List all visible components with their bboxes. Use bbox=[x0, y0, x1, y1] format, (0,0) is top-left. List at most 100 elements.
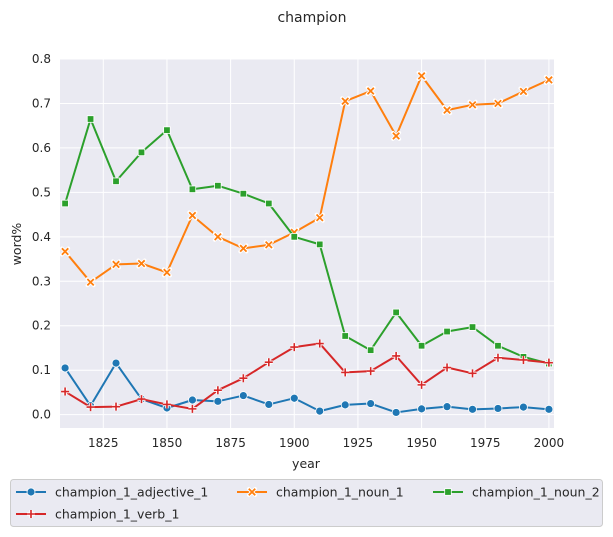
data-point bbox=[468, 369, 477, 378]
x-tick-label: 1900 bbox=[279, 436, 310, 450]
data-point bbox=[543, 74, 554, 85]
data-point bbox=[518, 86, 529, 97]
data-point bbox=[314, 212, 325, 223]
y-tick-label: 0.8 bbox=[32, 52, 51, 66]
data-point bbox=[443, 363, 452, 372]
legend-label: champion_1_verb_1 bbox=[55, 507, 179, 522]
data-point bbox=[111, 259, 122, 270]
data-point bbox=[391, 130, 402, 141]
data-point bbox=[442, 105, 453, 116]
data-point bbox=[238, 391, 248, 400]
x-tick-label: 1875 bbox=[215, 436, 246, 450]
data-point bbox=[417, 380, 426, 389]
data-point bbox=[417, 404, 426, 414]
data-point bbox=[315, 406, 325, 416]
data-point bbox=[136, 258, 147, 269]
x-axis-label: year bbox=[292, 456, 321, 471]
y-tick-label: 0.5 bbox=[32, 185, 51, 199]
legend-entry: champion_1_verb_1 bbox=[16, 507, 179, 522]
data-point bbox=[442, 402, 452, 412]
data-point bbox=[468, 404, 477, 414]
data-point bbox=[61, 387, 70, 396]
data-point bbox=[366, 367, 375, 376]
data-point bbox=[214, 182, 222, 190]
data-point bbox=[137, 395, 146, 404]
legend-marker bbox=[27, 510, 35, 518]
data-point bbox=[213, 396, 223, 406]
y-axis-label: word% bbox=[9, 223, 24, 266]
data-point bbox=[112, 402, 121, 411]
legend-label: champion_1_noun_1 bbox=[276, 485, 404, 500]
legend-label: champion_1_adjective_1 bbox=[55, 485, 208, 500]
x-tick-label: 1850 bbox=[152, 436, 183, 450]
data-point bbox=[86, 115, 95, 123]
y-tick-label: 0.7 bbox=[32, 96, 51, 110]
series-line bbox=[64, 74, 550, 284]
data-point bbox=[366, 346, 375, 354]
data-point bbox=[544, 404, 554, 414]
y-tick-label: 0.0 bbox=[32, 408, 51, 422]
data-point bbox=[188, 395, 197, 405]
data-point bbox=[60, 246, 71, 257]
y-tick-label: 0.6 bbox=[32, 141, 51, 155]
legend-marker bbox=[247, 487, 257, 497]
legend-entry: champion_1_noun_2 bbox=[433, 485, 600, 500]
legend-label: champion_1_noun_2 bbox=[472, 485, 600, 500]
data-point bbox=[340, 96, 351, 107]
data-point bbox=[265, 199, 273, 208]
data-point bbox=[468, 323, 477, 331]
data-point bbox=[60, 363, 70, 373]
data-point bbox=[86, 403, 95, 412]
legend: champion_1_adjective_1 champion_1_noun_1 c… bbox=[10, 479, 603, 527]
data-point bbox=[238, 243, 249, 254]
data-point bbox=[493, 353, 502, 362]
y-tick-label: 0.4 bbox=[32, 230, 51, 244]
series-champion_1_verb_1 bbox=[61, 339, 553, 413]
x-tick-label: 1825 bbox=[88, 436, 119, 450]
data-point bbox=[365, 86, 376, 97]
data-point bbox=[239, 190, 248, 198]
data-point bbox=[239, 374, 248, 383]
data-point bbox=[187, 210, 198, 221]
data-point bbox=[544, 358, 553, 367]
chart-title: champion bbox=[277, 10, 346, 26]
data-point bbox=[263, 239, 274, 250]
data-point bbox=[188, 404, 197, 413]
legend-marker bbox=[26, 487, 36, 497]
data-point bbox=[366, 399, 376, 408]
grid bbox=[60, 58, 554, 428]
x-tick-label: 1950 bbox=[406, 436, 437, 450]
data-point bbox=[137, 148, 146, 157]
x-tick-label: 1975 bbox=[470, 436, 501, 450]
x-tick-label: 1925 bbox=[343, 436, 374, 450]
data-point bbox=[163, 126, 171, 134]
data-point bbox=[519, 355, 528, 364]
series-line bbox=[64, 118, 550, 365]
series-group bbox=[60, 70, 554, 417]
legend-marker bbox=[444, 488, 452, 496]
data-point bbox=[316, 240, 324, 249]
data-point bbox=[213, 386, 222, 395]
plot-area bbox=[60, 59, 554, 428]
data-point bbox=[264, 400, 274, 409]
data-point bbox=[290, 343, 299, 352]
data-point bbox=[340, 400, 350, 410]
y-tick-label: 0.2 bbox=[32, 319, 51, 333]
y-tick-label: 0.3 bbox=[32, 274, 51, 288]
data-point bbox=[519, 402, 528, 412]
data-point bbox=[392, 308, 400, 317]
ticks: 1825 1850 1875 1900 1925 1950 1975 2000 0.0 0.1 0.… bbox=[32, 52, 564, 450]
data-point bbox=[264, 358, 273, 367]
series-line bbox=[64, 342, 550, 410]
data-point bbox=[315, 339, 324, 348]
y-tick-label: 0.1 bbox=[32, 363, 51, 377]
data-point bbox=[417, 342, 426, 350]
series-champion_1_noun_1 bbox=[60, 70, 554, 288]
data-point bbox=[111, 358, 121, 368]
legend-entry: champion_1_adjective_1 bbox=[16, 485, 208, 500]
data-point bbox=[341, 368, 350, 377]
data-point bbox=[443, 327, 451, 336]
data-point bbox=[161, 267, 172, 278]
data-point bbox=[188, 185, 197, 193]
